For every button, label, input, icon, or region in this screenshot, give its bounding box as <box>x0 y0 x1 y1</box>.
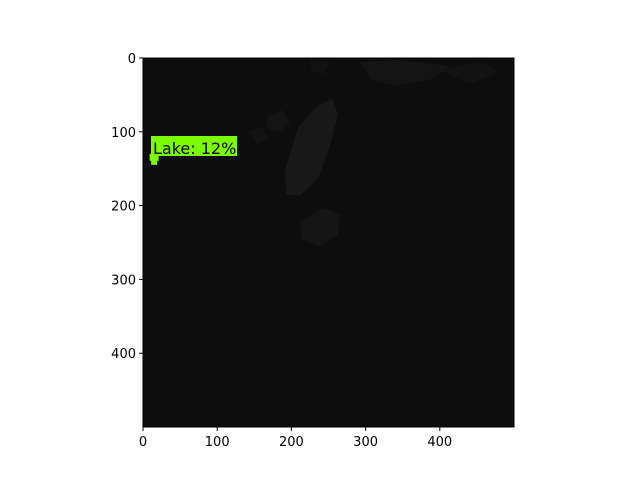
detection-label-background <box>151 136 237 156</box>
x-tick-label: 0 <box>139 435 147 450</box>
detection-label: Lake: 12% <box>153 139 236 158</box>
axes-frame <box>142 57 515 428</box>
y-tick-label: 400 <box>111 347 136 362</box>
x-tick-label: 300 <box>353 435 378 450</box>
terrain-texture <box>250 60 500 246</box>
y-tick-label: 100 <box>111 126 136 141</box>
y-axis: 0 100 200 300 400 <box>111 52 143 362</box>
x-tick-label: 200 <box>279 435 304 450</box>
x-axis: 0 100 200 300 400 <box>139 427 452 450</box>
x-tick-label: 100 <box>205 435 230 450</box>
detection-marker <box>149 153 159 161</box>
detection-marker-stem <box>151 159 158 165</box>
detection-overlay: Lake: 12% <box>149 136 237 165</box>
y-tick-label: 300 <box>111 273 136 288</box>
x-tick-label: 400 <box>427 435 452 450</box>
y-tick-label: 200 <box>111 200 136 215</box>
y-tick-label: 0 <box>128 52 136 67</box>
